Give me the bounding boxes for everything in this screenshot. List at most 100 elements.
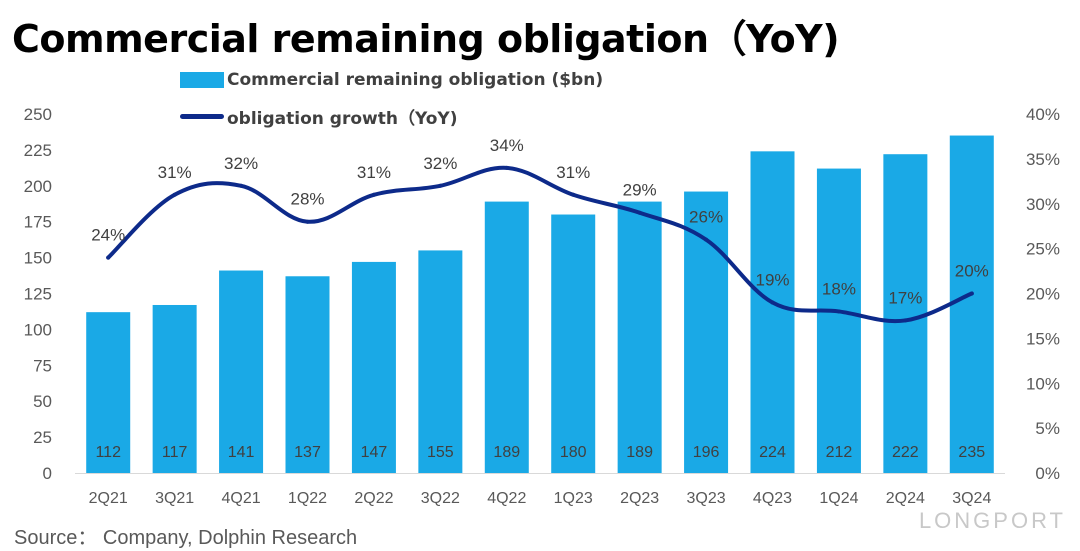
legend-swatch-bar <box>180 72 224 88</box>
growth-value-label: 34% <box>490 136 524 155</box>
growth-point-1Q24 <box>836 309 841 314</box>
growth-value-label: 26% <box>689 208 723 227</box>
growth-point-3Q23 <box>704 237 709 242</box>
growth-value-label: 17% <box>888 288 922 307</box>
bar-value-label: 224 <box>759 444 786 461</box>
x-tick-label: 4Q23 <box>753 490 792 507</box>
bar-value-label: 189 <box>626 444 653 461</box>
bar-value-label: 147 <box>361 444 388 461</box>
y-right-tick-label: 5% <box>1035 419 1060 438</box>
x-tick-label: 4Q21 <box>222 490 261 507</box>
bar-2Q23 <box>617 201 662 473</box>
bar-1Q24 <box>816 168 861 473</box>
growth-line <box>106 165 974 324</box>
y-left-tick-label: 200 <box>24 177 52 196</box>
bar-value-label: 235 <box>958 444 985 461</box>
bar-3Q22 <box>418 250 463 473</box>
growth-point-3Q24 <box>969 291 974 296</box>
growth-point-4Q23 <box>770 300 775 305</box>
growth-value-label: 31% <box>556 163 590 182</box>
bar-3Q24 <box>949 135 994 474</box>
x-tick-label: 2Q23 <box>620 490 659 507</box>
growth-point-2Q24 <box>903 318 908 323</box>
bar-2Q22 <box>351 261 396 473</box>
bar-4Q23 <box>750 151 795 473</box>
x-tick-label: 2Q24 <box>886 490 925 507</box>
growth-point-4Q22 <box>504 165 509 170</box>
growth-point-2Q22 <box>371 192 376 197</box>
legend-label-bar: Commercial remaining obligation ($bn) <box>227 70 604 90</box>
y-left-tick-label: 100 <box>24 320 52 339</box>
y-right-tick-label: 10% <box>1026 374 1060 393</box>
y-left-tick-label: 25 <box>33 428 52 447</box>
growth-value-label: 31% <box>158 163 192 182</box>
y-left-tick-label: 150 <box>24 249 52 268</box>
y-left-tick-label: 250 <box>24 105 52 124</box>
bar-value-label: 112 <box>95 444 121 461</box>
y-right-tick-label: 30% <box>1026 195 1060 214</box>
bar-1Q22 <box>285 276 330 473</box>
growth-value-label: 29% <box>623 181 657 200</box>
x-tick-label: 3Q22 <box>421 490 460 507</box>
growth-point-4Q21 <box>239 183 244 188</box>
growth-value-label: 28% <box>290 190 324 209</box>
bar-4Q22 <box>484 201 529 473</box>
y-right-tick-label: 40% <box>1026 105 1060 124</box>
bar-value-label: 196 <box>693 444 720 461</box>
growth-point-1Q23 <box>571 192 576 197</box>
bar-value-label: 117 <box>162 444 188 461</box>
bar-3Q21 <box>152 304 197 473</box>
growth-point-3Q22 <box>438 183 443 188</box>
legend-item-line: obligation growth（YoY) <box>180 104 457 129</box>
x-tick-label: 2Q22 <box>354 490 393 507</box>
legend-item-bar: Commercial remaining obligation ($bn) <box>180 70 603 90</box>
bar-value-label: 155 <box>427 444 454 461</box>
growth-value-label: 19% <box>755 270 789 289</box>
growth-point-3Q21 <box>172 192 177 197</box>
growth-point-2Q23 <box>637 210 642 215</box>
y-left-tick-label: 125 <box>24 285 52 304</box>
growth-value-label: 32% <box>423 154 457 173</box>
bar-value-label: 212 <box>826 444 853 461</box>
growth-point-1Q22 <box>305 219 310 224</box>
x-tick-label: 1Q22 <box>288 490 327 507</box>
bar-1Q23 <box>551 214 596 473</box>
y-left-tick-label: 50 <box>33 392 52 411</box>
y-right-tick-label: 0% <box>1035 464 1060 483</box>
growth-value-label: 24% <box>91 226 125 245</box>
legend-swatch-line <box>180 114 224 119</box>
growth-value-label: 31% <box>357 163 391 182</box>
x-tick-label: 2Q21 <box>89 490 128 507</box>
x-tick-label: 3Q23 <box>687 490 726 507</box>
bar-value-label: 222 <box>892 444 919 461</box>
x-tick-label: 1Q23 <box>554 490 593 507</box>
bar-4Q21 <box>219 270 264 473</box>
y-left-tick-label: 0 <box>43 464 52 483</box>
legend-label-line: obligation growth（YoY) <box>227 109 458 129</box>
source-note: Source： Company, Dolphin Research <box>14 527 358 549</box>
growth-value-label: 32% <box>224 154 258 173</box>
bar-2Q24 <box>883 154 928 473</box>
growth-value-label: 20% <box>955 262 989 281</box>
bar-value-label: 189 <box>493 444 520 461</box>
y-left-tick-label: 175 <box>24 213 52 232</box>
y-right-tick-label: 35% <box>1026 150 1060 169</box>
y-left-tick-label: 75 <box>33 356 52 375</box>
x-tick-label: 3Q21 <box>155 490 194 507</box>
bar-3Q23 <box>684 191 729 473</box>
growth-value-label: 18% <box>822 279 856 298</box>
bar-value-label: 137 <box>294 444 321 461</box>
bar-value-label: 180 <box>560 444 587 461</box>
y-right-tick-label: 15% <box>1026 329 1060 348</box>
bar-2Q21 <box>86 312 131 473</box>
x-tick-label: 1Q24 <box>819 490 858 507</box>
x-tick-label: 3Q24 <box>952 490 991 507</box>
growth-point-2Q21 <box>106 255 111 260</box>
x-tick-label: 4Q22 <box>487 490 526 507</box>
y-right-tick-label: 25% <box>1026 240 1060 259</box>
y-left-tick-label: 225 <box>24 141 52 160</box>
longport-watermark: LONGPORT <box>918 508 1066 533</box>
bar-value-label: 141 <box>228 444 255 461</box>
chart-title: Commercial remaining obligation（YoY) <box>12 17 840 61</box>
